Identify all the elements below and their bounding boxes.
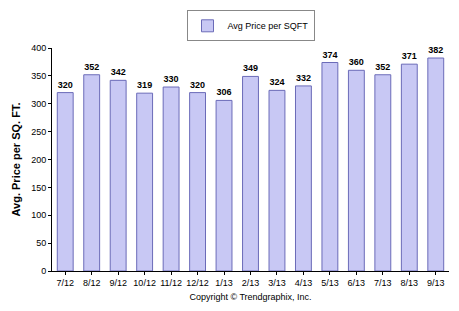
svg-text:3/13: 3/13 bbox=[268, 278, 286, 288]
svg-text:0: 0 bbox=[41, 266, 46, 276]
svg-text:300: 300 bbox=[31, 99, 46, 109]
svg-text:2/13: 2/13 bbox=[242, 278, 260, 288]
svg-text:7/12: 7/12 bbox=[56, 278, 74, 288]
svg-text:400: 400 bbox=[31, 43, 46, 53]
svg-text:9/13: 9/13 bbox=[427, 278, 445, 288]
svg-text:8/13: 8/13 bbox=[401, 278, 419, 288]
svg-text:330: 330 bbox=[164, 74, 179, 84]
svg-text:371: 371 bbox=[402, 51, 417, 61]
svg-text:382: 382 bbox=[428, 45, 443, 55]
svg-text:8/12: 8/12 bbox=[83, 278, 101, 288]
svg-text:250: 250 bbox=[31, 127, 46, 137]
svg-text:10/12: 10/12 bbox=[133, 278, 156, 288]
svg-text:7/13: 7/13 bbox=[374, 278, 392, 288]
svg-text:150: 150 bbox=[31, 183, 46, 193]
svg-text:349: 349 bbox=[243, 63, 258, 73]
svg-text:320: 320 bbox=[58, 80, 73, 90]
svg-text:4/13: 4/13 bbox=[295, 278, 313, 288]
svg-text:350: 350 bbox=[31, 71, 46, 81]
svg-text:324: 324 bbox=[269, 77, 284, 87]
svg-text:11/12: 11/12 bbox=[160, 278, 182, 288]
svg-text:352: 352 bbox=[84, 62, 99, 72]
svg-text:5/13: 5/13 bbox=[321, 278, 339, 288]
svg-text:50: 50 bbox=[36, 238, 46, 248]
svg-text:Copyright © Trendgraphix, Inc.: Copyright © Trendgraphix, Inc. bbox=[189, 292, 311, 302]
svg-text:Avg. Price per SQ. FT.: Avg. Price per SQ. FT. bbox=[10, 103, 22, 217]
svg-text:320: 320 bbox=[190, 80, 205, 90]
svg-text:360: 360 bbox=[349, 57, 364, 67]
svg-text:1/13: 1/13 bbox=[215, 278, 233, 288]
svg-text:342: 342 bbox=[111, 67, 126, 77]
svg-text:352: 352 bbox=[375, 62, 390, 72]
svg-text:306: 306 bbox=[217, 87, 232, 97]
svg-text:Avg Price per SQFT: Avg Price per SQFT bbox=[228, 21, 309, 31]
svg-text:374: 374 bbox=[322, 50, 337, 60]
svg-text:200: 200 bbox=[31, 155, 46, 165]
svg-text:6/13: 6/13 bbox=[348, 278, 366, 288]
svg-text:12/12: 12/12 bbox=[186, 278, 209, 288]
svg-text:319: 319 bbox=[137, 80, 152, 90]
svg-text:9/12: 9/12 bbox=[109, 278, 127, 288]
svg-text:100: 100 bbox=[31, 210, 46, 220]
svg-text:332: 332 bbox=[296, 73, 311, 83]
